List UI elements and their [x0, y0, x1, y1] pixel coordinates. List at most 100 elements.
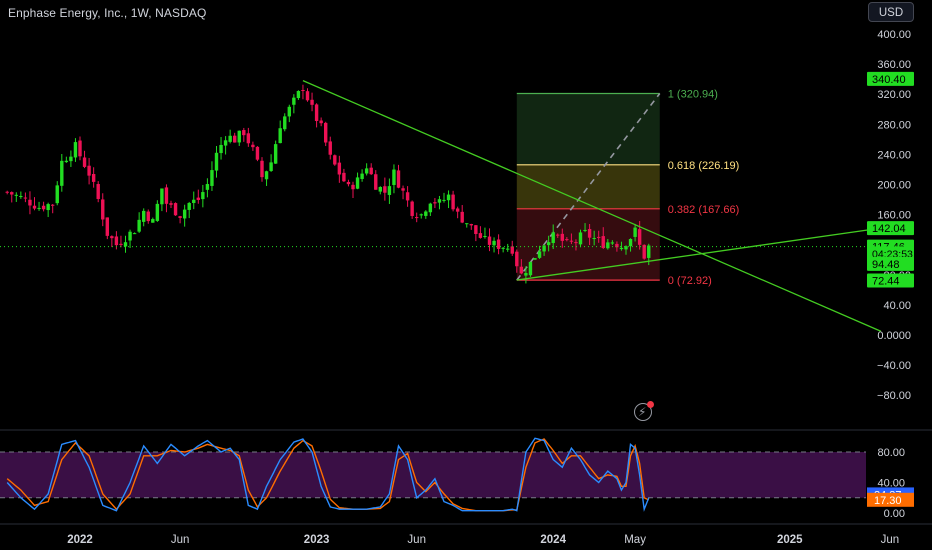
candle-body	[551, 232, 555, 244]
time-tick-label: Jun	[881, 534, 900, 546]
candle-body	[524, 273, 528, 276]
candle-body	[492, 240, 496, 246]
candles	[5, 84, 651, 284]
oscillator-tick-label: 0.00	[884, 508, 905, 520]
candle-body	[496, 239, 501, 249]
candle-body	[637, 229, 642, 245]
price-label-tag	[867, 246, 914, 261]
price-label-text: 340.40	[872, 74, 906, 86]
candle-body	[333, 155, 337, 165]
candle-body	[583, 229, 587, 231]
candle-body	[501, 247, 505, 249]
candle-body	[437, 199, 442, 203]
price-tick-label: −80.00	[877, 390, 911, 402]
candle-body	[415, 217, 419, 219]
candle-body	[342, 172, 346, 182]
candle-body	[510, 246, 514, 254]
candle-body	[374, 174, 378, 190]
candle-body	[210, 170, 214, 186]
lightning-alert-icon[interactable]: ⚡	[634, 401, 654, 421]
candle-body	[314, 104, 319, 122]
candle-body	[46, 204, 50, 211]
candle-body	[442, 199, 446, 201]
candle-body	[597, 236, 601, 238]
fib-level-label: 0.618 (226.19)	[668, 160, 740, 172]
price-tick-label: 360.00	[877, 59, 911, 71]
candle-body	[37, 207, 41, 209]
candle-body	[278, 128, 282, 144]
candle-body	[201, 192, 205, 200]
candle-body	[615, 243, 619, 248]
candle-body	[101, 199, 105, 220]
price-tick-label: −40.00	[877, 360, 911, 372]
candle-body	[633, 227, 637, 237]
fib-level-label: 0.382 (167.66)	[668, 204, 740, 216]
price-tick-label: 160.00	[877, 210, 911, 222]
candle-body	[324, 122, 328, 143]
candle-body	[114, 236, 119, 246]
candle-body	[242, 130, 246, 136]
candle-body	[296, 91, 301, 99]
candle-body	[155, 203, 160, 221]
candle-body	[110, 236, 114, 239]
candle-body	[606, 242, 610, 249]
candle-body	[405, 192, 410, 201]
candle-body	[351, 184, 355, 190]
price-label-tag	[867, 221, 914, 236]
candle-body	[533, 258, 537, 260]
time-tick-label: 2024	[540, 534, 566, 546]
time-tick-label: 2025	[777, 534, 803, 546]
candle-body	[569, 240, 574, 242]
candle-body	[32, 205, 37, 209]
candle-body	[364, 168, 369, 174]
candle-body	[237, 130, 241, 143]
candle-body	[387, 186, 392, 195]
price-label-tag	[867, 256, 914, 271]
candle-body	[214, 152, 219, 171]
price-tick-label: 320.00	[877, 89, 911, 101]
fib-zone	[516, 208, 660, 281]
candle-body	[460, 211, 464, 223]
candle-body	[55, 185, 59, 204]
candle-body	[433, 202, 437, 204]
candle-body	[556, 234, 560, 236]
candle-body	[337, 162, 342, 175]
candle-body	[264, 171, 269, 180]
time-tick-label: 2022	[67, 534, 93, 546]
candle-body	[10, 192, 14, 195]
candle-body	[137, 219, 141, 232]
time-tick-label: Jun	[407, 534, 426, 546]
price-axis: 400.00 360.00 320.00 280.00 240.00 200.00 160.…	[867, 29, 914, 402]
candle-body	[69, 156, 73, 162]
candle-body	[96, 184, 100, 199]
price-label-tag	[867, 273, 914, 288]
candle-body	[446, 194, 451, 201]
candle-body	[119, 243, 123, 245]
oscillator-band	[0, 452, 866, 498]
fib-zone	[516, 93, 660, 165]
candle-body	[624, 246, 628, 250]
candle-body	[292, 97, 296, 105]
candle-body	[178, 216, 182, 218]
candle-body	[396, 170, 401, 188]
candle-body	[328, 141, 332, 155]
candle-body	[255, 146, 260, 160]
candle-body	[515, 251, 519, 267]
candle-body	[19, 196, 23, 198]
candle-body	[169, 203, 173, 205]
currency-selector[interactable]: USD	[868, 2, 914, 22]
price-label-text: 94.48	[872, 259, 900, 271]
candle-body	[233, 135, 237, 143]
candle-body	[187, 203, 191, 210]
fib-level-label: 1 (320.94)	[668, 88, 718, 100]
candle-body	[223, 140, 228, 146]
candle-body	[528, 261, 533, 276]
price-tick-label: 280.00	[877, 119, 911, 131]
candle-body	[565, 239, 569, 241]
oscillator-tick-label: 40.00	[877, 478, 905, 490]
price-tick-label: 40.00	[883, 300, 911, 312]
candle-body	[246, 133, 251, 144]
candle-body	[228, 135, 232, 142]
time-tick-label: May	[624, 534, 646, 546]
